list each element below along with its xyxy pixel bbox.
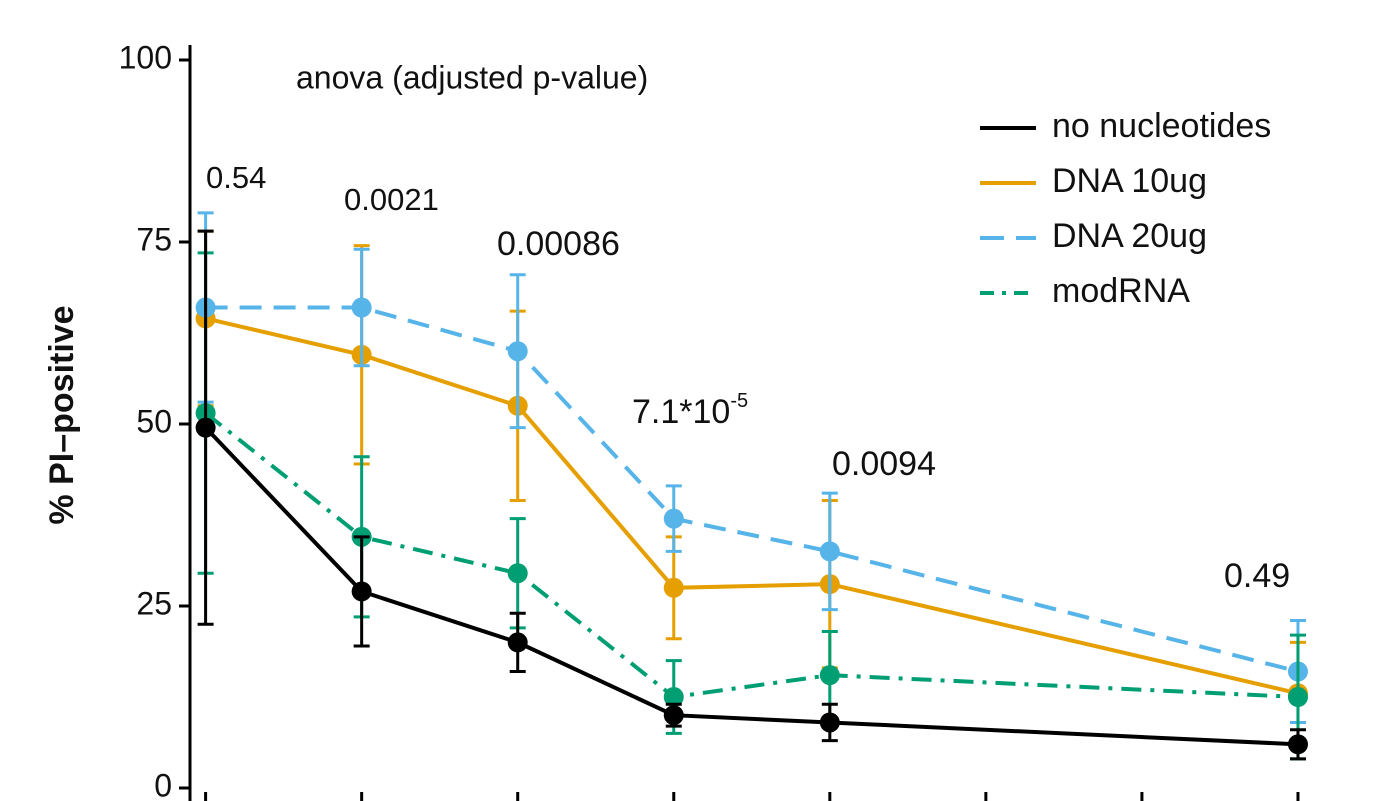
p-value-base: 7.1*10 [632, 393, 730, 431]
point [819, 541, 840, 562]
legend-label: DNA 20ug [1052, 217, 1207, 255]
p-value-exponent: -5 [730, 390, 748, 412]
legend-label: modRNA [1052, 272, 1190, 310]
point [663, 508, 684, 529]
y-tick-label: 50 [136, 403, 172, 439]
point [507, 341, 528, 362]
point [507, 563, 528, 584]
point [663, 687, 684, 707]
point [663, 705, 684, 726]
point [195, 417, 216, 438]
legend-label: no nucleotides [1052, 107, 1271, 145]
p-value: 0.00086 [497, 225, 620, 263]
point [1287, 734, 1308, 755]
y-tick-label: 25 [136, 585, 172, 621]
series-line [204, 426, 1299, 747]
y-tick-label: 0 [154, 767, 172, 801]
point [819, 665, 840, 686]
point [351, 297, 372, 318]
p-value: 0.54 [206, 160, 266, 195]
p-value: 0.0021 [344, 182, 439, 217]
p-value: 7.1*10-5 [632, 390, 748, 431]
point [819, 712, 840, 733]
y-tick-label: 100 [119, 39, 172, 75]
p-value: 0.49 [1224, 557, 1290, 595]
y-axis-label: % PI–positive [43, 305, 81, 524]
p-value: 0.0094 [832, 445, 936, 483]
point [663, 577, 684, 598]
point [1287, 687, 1308, 707]
series-line [205, 316, 1299, 696]
point [507, 632, 528, 653]
series-line [205, 305, 1299, 674]
y-tick-label: 75 [136, 221, 172, 257]
point [351, 581, 372, 602]
subtitle: anova (adjusted p-value) [296, 59, 648, 95]
legend-label: DNA 10ug [1052, 162, 1207, 200]
